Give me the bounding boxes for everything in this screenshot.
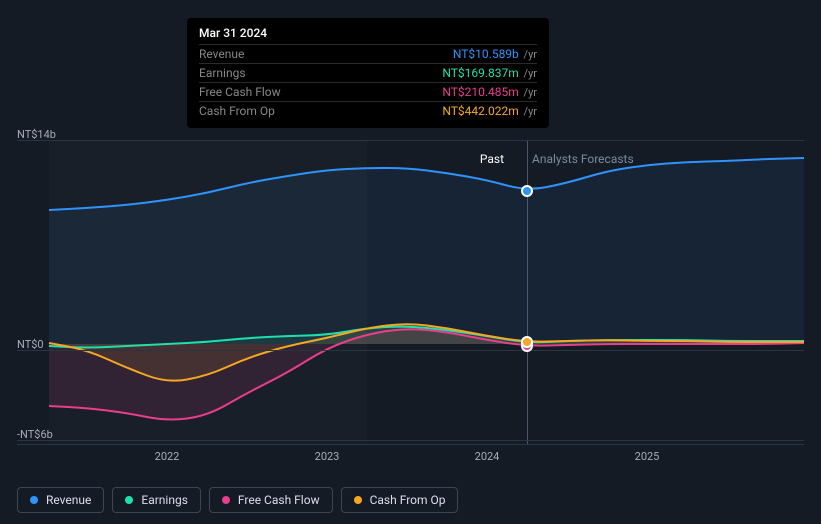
chart-tooltip: Mar 31 2024 Revenue NT$10.589b /yr Earning…	[187, 18, 549, 128]
tooltip-row: Cash From Op NT$442.022m /yr	[199, 101, 537, 120]
tooltip-label: Earnings	[199, 66, 246, 80]
legend-item[interactable]: Cash From Op	[341, 487, 459, 513]
financials-chart[interactable]: NT$14b NT$0 -NT$6b 2022 2023 2024 2025 Past Anal…	[17, 128, 804, 478]
chart-marker	[521, 185, 533, 197]
legend-item[interactable]: Free Cash Flow	[209, 487, 333, 513]
gridline	[17, 140, 804, 141]
chart-annotation: Past	[480, 152, 504, 166]
tooltip-value: NT$442.022m /yr	[442, 104, 537, 118]
tooltip-label: Free Cash Flow	[199, 85, 281, 99]
series-fill-revenue	[49, 158, 804, 344]
x-axis-label: 2024	[475, 450, 500, 463]
legend-label: Revenue	[46, 493, 91, 507]
x-axis-label: 2022	[155, 450, 180, 463]
legend-dot-icon	[222, 496, 230, 504]
tooltip-label: Cash From Op	[199, 104, 275, 118]
gridline	[17, 350, 804, 351]
tooltip-value: NT$10.589b /yr	[453, 47, 537, 61]
legend-label: Earnings	[141, 493, 188, 507]
x-axis-label: 2023	[315, 450, 340, 463]
legend-dot-icon	[30, 496, 38, 504]
chart-svg	[17, 128, 804, 478]
legend-item[interactable]: Revenue	[17, 487, 104, 513]
legend-label: Free Cash Flow	[238, 493, 320, 507]
tooltip-row: Free Cash Flow NT$210.485m /yr	[199, 82, 537, 101]
legend-item[interactable]: Earnings	[112, 487, 201, 513]
legend-dot-icon	[354, 496, 362, 504]
gridline	[17, 440, 804, 441]
y-axis-label: NT$0	[17, 338, 44, 351]
x-axis-label: 2025	[635, 450, 660, 463]
legend-label: Cash From Op	[370, 493, 446, 507]
tooltip-row: Earnings NT$169.837m /yr	[199, 63, 537, 82]
tooltip-value: NT$210.485m /yr	[442, 85, 537, 99]
tooltip-value: NT$169.837m /yr	[442, 66, 537, 80]
tooltip-label: Revenue	[199, 47, 244, 61]
chart-legend: Revenue Earnings Free Cash Flow Cash From O…	[17, 487, 458, 513]
chart-annotation: Analysts Forecasts	[532, 152, 634, 166]
y-axis-label: NT$14b	[17, 128, 56, 141]
tooltip-row: Revenue NT$10.589b /yr	[199, 44, 537, 63]
y-axis-label: -NT$6b	[17, 428, 53, 441]
legend-dot-icon	[125, 496, 133, 504]
chart-marker	[521, 336, 533, 348]
tooltip-date: Mar 31 2024	[199, 26, 537, 40]
